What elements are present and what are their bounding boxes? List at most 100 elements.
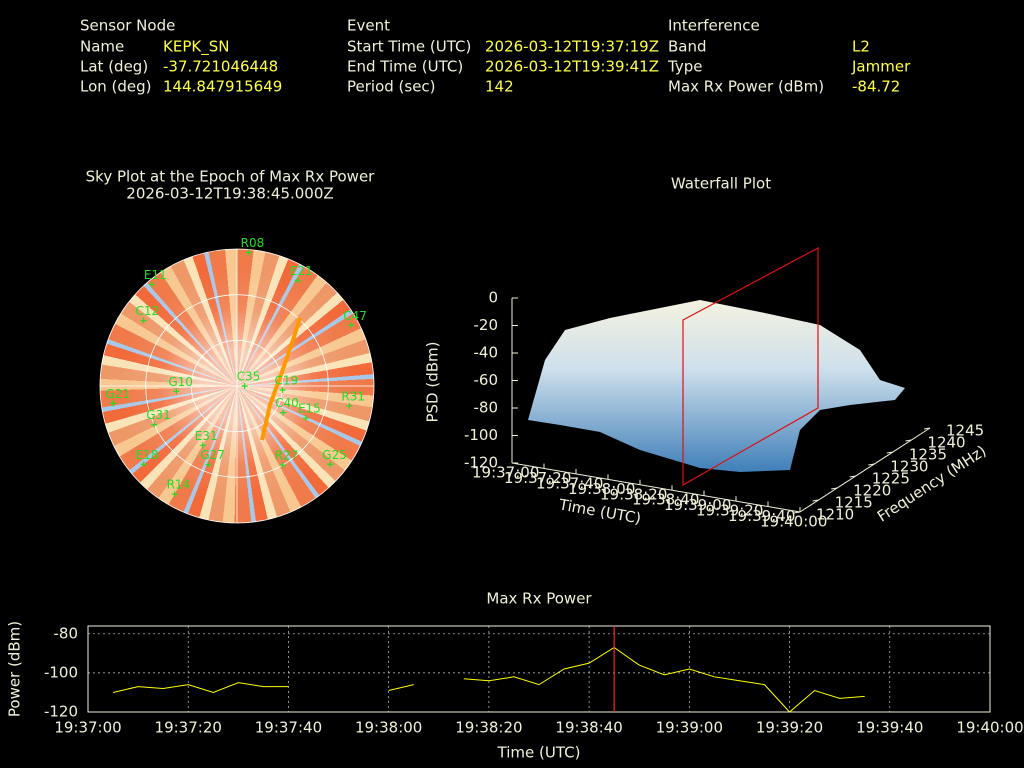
satellite: [302, 415, 309, 422]
satellite-label: C35: [237, 370, 261, 384]
field-label: Start Time (UTC): [347, 38, 471, 56]
tick: [831, 487, 838, 490]
tick: [886, 451, 893, 454]
z-tick-label: 0: [488, 289, 498, 307]
tick: [793, 511, 801, 514]
satellite-label: R14: [167, 478, 191, 492]
y-tick-label: 1245: [946, 422, 984, 440]
x-tick-label: 19:37:40: [536, 474, 603, 492]
axis-line: [511, 462, 801, 513]
satellite: [280, 409, 287, 416]
satellite-label: G31: [146, 408, 171, 422]
x-tick-label: 19:37:00: [472, 464, 539, 482]
z-tick-label: -40: [474, 344, 499, 362]
line-plot: -120 -100 -80 19:37:00 19:37:20 19:37:40 19:38…: [6, 621, 1024, 762]
sky-plot: E11 R08 E21 C47 R31 C19 E15 R27 G25 R14 E18 G31 G21 C…: [99, 236, 375, 524]
satellite-label: C47: [343, 309, 367, 323]
y-tick-label: 1225: [872, 470, 910, 488]
field-value: KEPK_SN: [163, 38, 229, 57]
satellite-label: R31: [341, 389, 365, 403]
satellite: [171, 491, 178, 498]
x-tick-label: 19:37:20: [504, 469, 571, 487]
x-tick-label: 19:38:00: [568, 480, 635, 498]
z-axis-label: PSD (dBm): [424, 341, 442, 422]
satellite: [199, 442, 206, 449]
x-tick-label: 19:39:20: [756, 719, 823, 737]
header: Sensor Node Name KEPK_SN Lat (deg) -37.72104…: [80, 17, 911, 96]
tick: [812, 499, 819, 502]
x-tick-label: 19:38:20: [600, 485, 667, 503]
y-tick-label: 1210: [816, 506, 854, 524]
z-tick-label: -80: [474, 399, 499, 417]
field-value: 144.847915649: [163, 78, 282, 96]
x-tick-label: 19:40:00: [956, 719, 1023, 737]
x-tick-label: 19:39:40: [728, 507, 795, 525]
satellite-label: C19: [274, 373, 298, 387]
field-value: 2026-03-12T19:39:41Z: [485, 58, 659, 76]
satellite-label: E31: [195, 429, 218, 443]
field-value: Jammer: [851, 58, 911, 76]
field-label: Band: [668, 38, 707, 56]
x-tick-label: 19:38:40: [555, 719, 622, 737]
satellite-label: G25: [322, 448, 347, 462]
z-tick-label: -100: [464, 426, 498, 444]
power-line: [112, 646, 865, 713]
y-tick-label: 1230: [890, 458, 928, 476]
satellite: [173, 388, 180, 395]
z-tick-label: -20: [474, 316, 499, 334]
column-title: Event: [347, 17, 390, 35]
satellite-label: R08: [241, 236, 265, 250]
satellite: [294, 277, 301, 284]
x-tick-label: 19:37:00: [54, 719, 121, 737]
satellite: [140, 317, 147, 324]
satellite-label: C12: [135, 304, 159, 318]
x-tick-label: 19:38:00: [355, 719, 422, 737]
field-label: Lat (deg): [80, 58, 148, 76]
satellite-label: E15: [298, 402, 321, 416]
satellite: [279, 386, 286, 393]
satellite: [279, 462, 286, 469]
x-tick-label: 19:37:40: [255, 719, 322, 737]
x-tick-label: 19:39:20: [696, 502, 763, 520]
z-tick-label: -60: [474, 371, 499, 389]
sky-title: Sky Plot at the Epoch of Max Rx Power: [86, 168, 376, 186]
field-value: 2026-03-12T19:37:19Z: [485, 38, 659, 56]
max-power-plane: [682, 247, 819, 487]
waterfall-surface: [528, 300, 905, 472]
track: [260, 317, 302, 441]
y-tick-label: 1235: [909, 446, 947, 464]
x-tick-label: 19:39:00: [664, 496, 731, 514]
x-tick-label: 19:38:20: [455, 719, 522, 737]
plot-frame: [87, 625, 991, 713]
x-tick-label: 19:39:00: [656, 719, 723, 737]
satellite: [110, 400, 117, 407]
satellite-label: G10: [168, 375, 193, 389]
satellite: [151, 421, 158, 428]
field-label: End Time (UTC): [347, 58, 463, 76]
y-tick-label: 1220: [853, 482, 891, 500]
y-axis-label: Power (dBm): [6, 621, 24, 717]
y-tick-label: -80: [54, 624, 79, 642]
satellite: [348, 322, 355, 329]
field-value: 142: [485, 78, 514, 96]
x-tick-label: 19:37:20: [155, 719, 222, 737]
satellite-label: E21: [290, 264, 313, 278]
axis-line: [799, 427, 931, 513]
tick: [868, 463, 875, 466]
tick: [849, 475, 856, 478]
field-label: Lon (deg): [80, 78, 152, 96]
field-value: -84.72: [852, 78, 900, 96]
column-title: Interference: [668, 17, 760, 35]
satellite: [148, 281, 155, 288]
x-axis-label: Time (UTC): [497, 744, 581, 762]
satellite: [241, 383, 248, 389]
waterfall-plot: 19:37:0019:37:2019:37:4019:38:0019:38:20…: [424, 289, 990, 531]
x-tick-label: 19:38:40: [632, 491, 699, 509]
satellite-label: C40: [275, 396, 299, 410]
sky-subtitle: 2026-03-12T19:38:45.000Z: [126, 185, 333, 203]
satellite-label: R27: [275, 449, 299, 463]
satellite: [245, 249, 252, 256]
field-value: L2: [852, 38, 870, 56]
